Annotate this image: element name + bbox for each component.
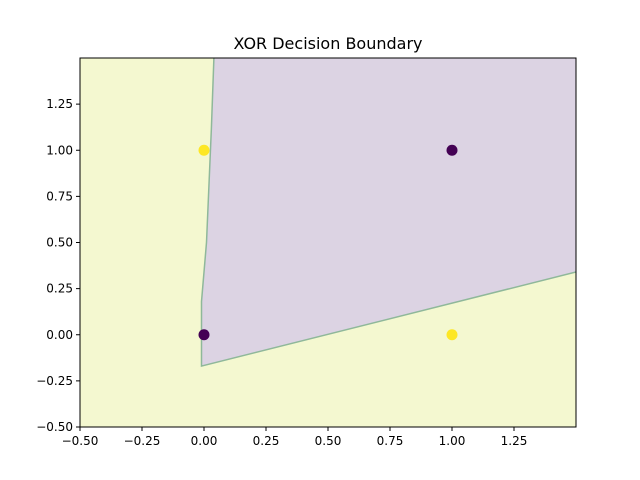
y-tick-label: −0.25	[36, 374, 73, 388]
decision-boundary	[200, 58, 576, 368]
x-tick-label: −0.25	[124, 434, 161, 448]
y-tick-label: −0.50	[36, 420, 73, 434]
chart-title: XOR Decision Boundary	[234, 34, 423, 53]
y-tick-label: 0.50	[46, 236, 73, 250]
x-tick-label: 1.25	[501, 434, 528, 448]
x-tick-label: 0.00	[191, 434, 218, 448]
y-tick-label: 0.75	[46, 189, 73, 203]
data-point-2	[198, 144, 210, 156]
data-point-4	[446, 144, 458, 156]
data-point-3	[446, 329, 458, 341]
y-tick-label: 1.25	[46, 97, 73, 111]
y-tick-label: 0.00	[46, 328, 73, 342]
x-tick-label: 1.00	[439, 434, 466, 448]
region-class-0	[201, 58, 576, 367]
x-tick-label: 0.75	[377, 434, 404, 448]
x-tick-label: 0.25	[253, 434, 280, 448]
y-tick-label: 0.25	[46, 282, 73, 296]
x-tick-label: −0.50	[62, 434, 99, 448]
x-tick-label: 0.50	[315, 434, 342, 448]
data-point-1	[198, 329, 210, 341]
y-tick-label: 1.00	[46, 143, 73, 157]
